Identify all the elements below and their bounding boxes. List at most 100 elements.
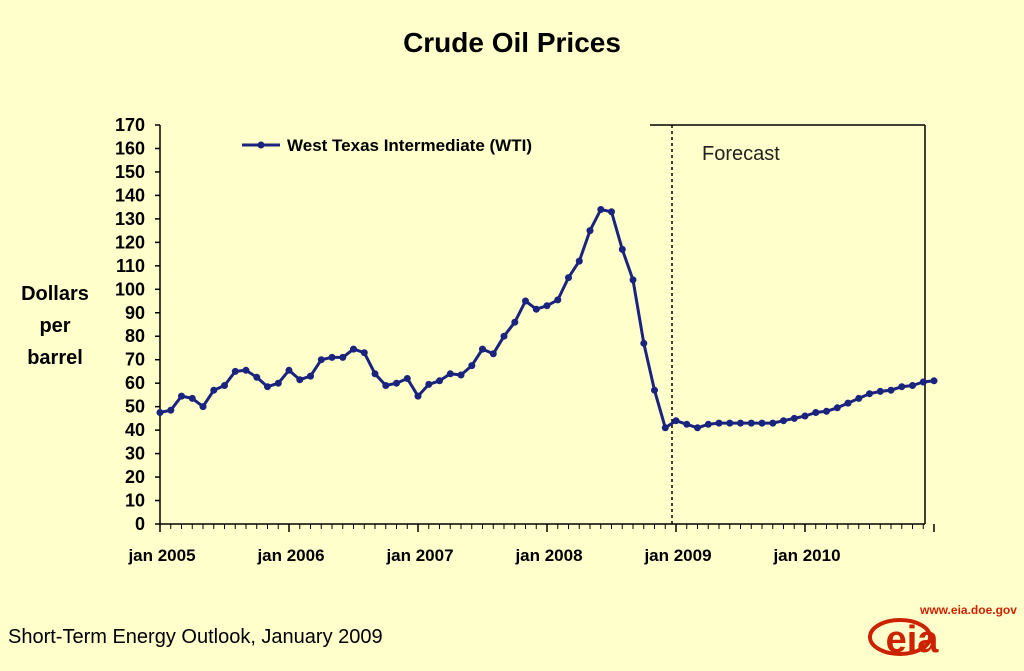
data-point-wti (629, 276, 637, 284)
legend: West Texas Intermediate (WTI) (242, 136, 532, 155)
data-point-wti (737, 419, 744, 427)
data-point-wti (339, 353, 347, 361)
data-point-wti (672, 417, 680, 425)
data-point-wti (414, 392, 422, 400)
data-point-wti (919, 378, 927, 386)
data-point-wti (930, 377, 938, 385)
y-tick-label: 80 (125, 326, 145, 346)
data-point-wti (597, 206, 605, 213)
data-point-wti (188, 394, 196, 402)
data-point-wti (532, 305, 540, 313)
y-axis-label: Dollars per barrel (21, 283, 89, 369)
data-point-wti (661, 424, 669, 432)
y-tick-label: 130 (115, 209, 145, 229)
y-axis-label-line-3: barrel (27, 347, 83, 369)
data-point-wti (747, 419, 755, 427)
y-axis-label-line-1: Dollars (21, 283, 89, 305)
x-tick-label: jan 2009 (643, 546, 711, 565)
data-point-wti (350, 345, 357, 353)
data-point-wti (683, 420, 691, 428)
logo-text: eia (886, 619, 940, 661)
data-point-wti (489, 350, 497, 358)
data-point-wti (575, 257, 583, 265)
data-point-wti (812, 409, 820, 416)
data-point-wti (801, 412, 809, 420)
data-point-wti (780, 417, 787, 425)
data-point-wti (210, 386, 218, 394)
y-tick-label: 100 (115, 279, 145, 299)
y-tick-label: 10 (125, 491, 145, 511)
legend-label-wti: West Texas Intermediate (WTI) (287, 136, 532, 155)
data-point-wti (199, 403, 207, 411)
y-axis-label-line-2: per (39, 315, 70, 337)
data-point-wti (285, 366, 293, 374)
data-point-wti (833, 404, 841, 412)
data-point-wti (264, 383, 271, 391)
data-point-wti (769, 419, 777, 427)
y-tick-label: 120 (115, 232, 145, 252)
y-tick-label: 90 (125, 303, 145, 323)
logo-url: www.eia.doe.gov (919, 603, 1017, 617)
data-point-wti (328, 353, 336, 361)
chart-title: Crude Oil Prices (403, 27, 621, 58)
data-point-wti (565, 274, 572, 282)
y-tick-label: 30 (125, 444, 145, 464)
data-point-wti (715, 419, 723, 427)
y-tick-label: 110 (116, 256, 145, 276)
x-tick-label: jan 2008 (514, 546, 582, 565)
data-point-wti (221, 382, 228, 389)
data-point-wti (178, 392, 185, 400)
data-point-wti (586, 227, 594, 235)
y-tick-label: 40 (125, 420, 145, 440)
x-axis: jan 2005 jan 2006 jan 2007 jan 2008 jan 2009… (127, 523, 935, 565)
x-tick-label: jan 2010 (772, 546, 840, 565)
forecast-label: Forecast (702, 143, 780, 165)
data-point-wti (436, 377, 443, 385)
data-point-wti (317, 356, 325, 364)
data-point-wti (296, 376, 304, 384)
data-point-wti (382, 382, 390, 389)
data-point-wti (479, 345, 486, 353)
data-point-wti (608, 208, 615, 216)
y-tick-label: 70 (125, 350, 145, 370)
y-tick-label: 170 (115, 115, 145, 135)
data-point-wti (231, 367, 239, 375)
data-point-wti (844, 399, 852, 407)
data-point-wti (758, 419, 766, 427)
series-wti (156, 206, 938, 432)
data-point-wti (403, 375, 411, 382)
data-point-wti (468, 362, 476, 370)
forecast-box (650, 124, 926, 524)
data-point-wti (393, 379, 400, 387)
data-point-wti (371, 370, 379, 378)
data-point-wti (425, 380, 433, 388)
data-point-wti (790, 414, 798, 422)
data-point-wti (167, 406, 175, 414)
data-point-wti (500, 332, 508, 340)
y-tick-label: 0 (135, 514, 145, 534)
data-point-wti (640, 339, 648, 347)
data-point-wti (511, 318, 519, 326)
data-point-wti (726, 419, 734, 427)
legend-marker-wti (257, 141, 265, 149)
data-point-wti (253, 373, 261, 381)
data-point-wti (909, 382, 916, 389)
y-tick-label: 20 (125, 467, 145, 487)
logo-swoosh (868, 618, 932, 656)
data-point-wti (307, 372, 314, 380)
data-point-wti (876, 387, 884, 395)
data-point-wti (855, 394, 863, 402)
y-axis: 0 10 20 30 40 50 60 70 80 90 100 110 120 130 140 150 160… (115, 115, 161, 534)
data-point-wti (543, 302, 551, 310)
data-point-wti (156, 409, 164, 416)
data-point-wti (274, 379, 282, 387)
data-point-wti (823, 407, 830, 415)
data-point-wti (651, 386, 658, 394)
data-point-wti (522, 297, 529, 305)
data-point-wti (887, 386, 895, 394)
eia-logo: www.eia.doe.gov eia (868, 603, 1017, 661)
x-tick-label: jan 2005 (127, 546, 195, 565)
data-point-wti (446, 370, 454, 378)
series-line-wti (159, 208, 935, 430)
